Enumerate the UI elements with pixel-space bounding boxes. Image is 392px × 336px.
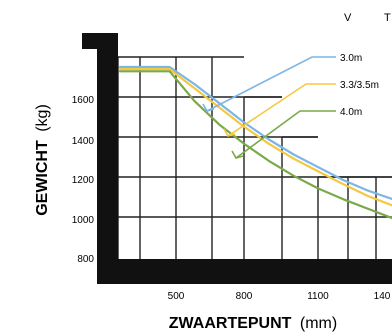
series-line	[118, 65, 392, 201]
legend-entry-label: 3.3/3.5m	[340, 80, 379, 91]
column-header-v: V	[344, 12, 352, 24]
x-axis-unit: (mm)	[300, 315, 337, 332]
x-axis-title: ZWAARTEPUNT (mm)	[169, 315, 337, 332]
y-tick-label: 1000	[72, 215, 95, 226]
x-tick-label: 140	[374, 291, 391, 302]
series-line	[118, 67, 392, 207]
legend-leader-line	[235, 110, 336, 159]
legend-arrow-icon	[202, 103, 215, 112]
column-header-t: T	[384, 12, 391, 24]
series-lines	[118, 65, 392, 220]
x-tick-label: 800	[236, 291, 253, 302]
y-tick-label: 1200	[72, 175, 95, 186]
legend-arrow-icon	[231, 150, 244, 159]
frame-left-bar	[97, 33, 118, 284]
x-axis-label: ZWAARTEPUNT	[169, 315, 292, 332]
y-axis-unit: (kg)	[34, 104, 51, 132]
y-tick-label: 1600	[72, 95, 95, 106]
x-tick-labels: 500 800 1100 140	[168, 291, 391, 302]
y-axis-label: GEWICHT	[34, 140, 51, 216]
y-tick-label: 1400	[72, 136, 95, 147]
legend-entry-label: 3.0m	[340, 53, 362, 64]
legend-leader-line	[227, 83, 336, 137]
x-tick-label: 500	[168, 291, 185, 302]
y-tick-label: 800	[77, 254, 94, 265]
x-tick-label: 1100	[307, 291, 329, 302]
legend-entry-label: 4.0m	[340, 107, 362, 118]
legend-leader-line	[206, 56, 336, 112]
series-line	[118, 70, 392, 220]
y-axis-title: GEWICHT (kg)	[34, 104, 51, 216]
y-tick-labels: 1600 1400 1200 1000 800	[72, 95, 95, 265]
frame-bottom-bar	[104, 259, 392, 284]
chart-frame	[82, 33, 392, 284]
legend: 3.0m 3.3/3.5m 4.0m	[202, 53, 379, 159]
legend-arrow-icon	[223, 128, 236, 137]
load-grid	[117, 56, 392, 259]
